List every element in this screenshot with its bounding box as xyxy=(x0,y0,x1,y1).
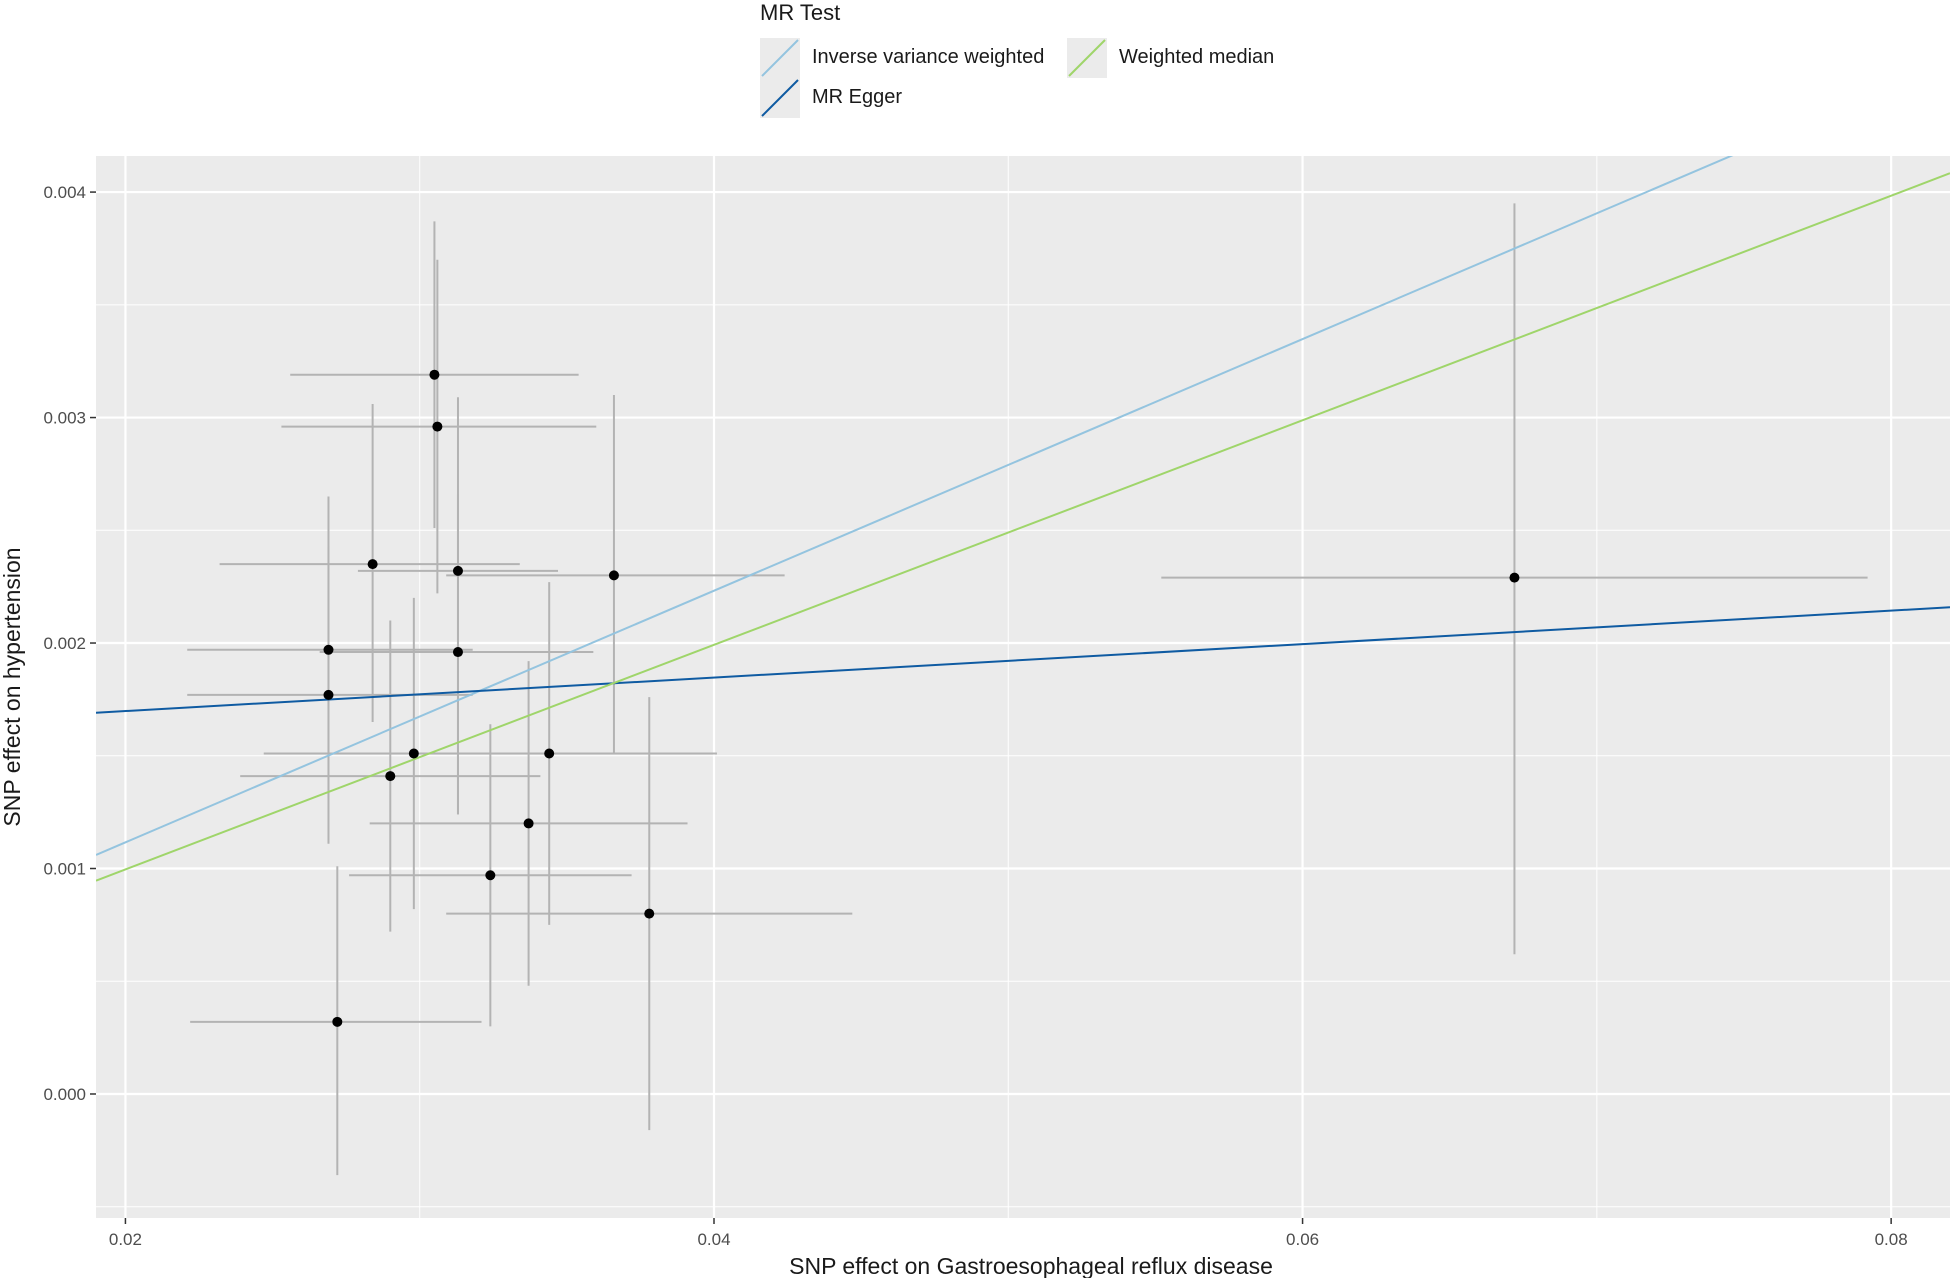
legend-label-weighted-median: Weighted median xyxy=(1119,46,1275,68)
data-point xyxy=(485,870,496,881)
legend-key-mr-egger xyxy=(760,78,800,118)
data-point xyxy=(432,421,443,432)
legend-key-inverse-variance-weighted xyxy=(760,38,800,78)
y-tick-label: 0.004 xyxy=(43,183,86,202)
x-tick-label: 0.06 xyxy=(1286,1230,1319,1249)
y-tick-label: 0.003 xyxy=(43,409,86,428)
data-point xyxy=(429,369,440,380)
data-point xyxy=(1509,572,1520,583)
axis-ticks: 0.02 0.04 0.06 0.08 0.000 0.001 0.002 0.003 0.00… xyxy=(43,183,1907,1249)
data-point xyxy=(608,570,619,581)
plot-panel xyxy=(96,156,1950,1218)
data-point xyxy=(544,748,555,759)
line-inverse-variance-weighted xyxy=(96,156,1734,856)
y-tick-label: 0.000 xyxy=(43,1085,86,1104)
line-weighted-median xyxy=(96,172,1950,882)
data-points xyxy=(323,369,1520,1027)
grid-lines xyxy=(96,156,1950,1218)
x-tick-label: 0.02 xyxy=(109,1230,142,1249)
data-point xyxy=(323,644,334,655)
legend-label-mr-egger: MR Egger xyxy=(812,86,903,108)
legend-key-weighted-median xyxy=(1067,38,1107,78)
y-tick-label: 0.001 xyxy=(43,860,86,879)
legend-title: MR Test xyxy=(760,0,841,25)
regression-lines xyxy=(96,156,1950,882)
data-point xyxy=(644,908,655,919)
legend-label-inverse-variance-weighted: Inverse variance weighted xyxy=(812,46,1045,68)
data-point xyxy=(332,1016,343,1027)
y-tick-label: 0.002 xyxy=(43,634,86,653)
data-point xyxy=(452,647,463,658)
data-point xyxy=(408,748,419,759)
data-point xyxy=(523,818,534,829)
x-tick-label: 0.04 xyxy=(697,1230,730,1249)
legend: MR Test Inverse variance weighted Weight… xyxy=(0,0,1950,130)
data-point xyxy=(452,565,463,576)
data-point xyxy=(323,689,334,700)
y-axis-title: SNP effect on hypertension xyxy=(0,547,25,826)
data-point xyxy=(385,771,396,782)
x-axis-title: SNP effect on Gastroesophageal reflux di… xyxy=(789,1253,1273,1278)
data-point xyxy=(367,559,378,570)
x-tick-label: 0.08 xyxy=(1875,1230,1908,1249)
line-mr-egger xyxy=(96,606,1950,714)
